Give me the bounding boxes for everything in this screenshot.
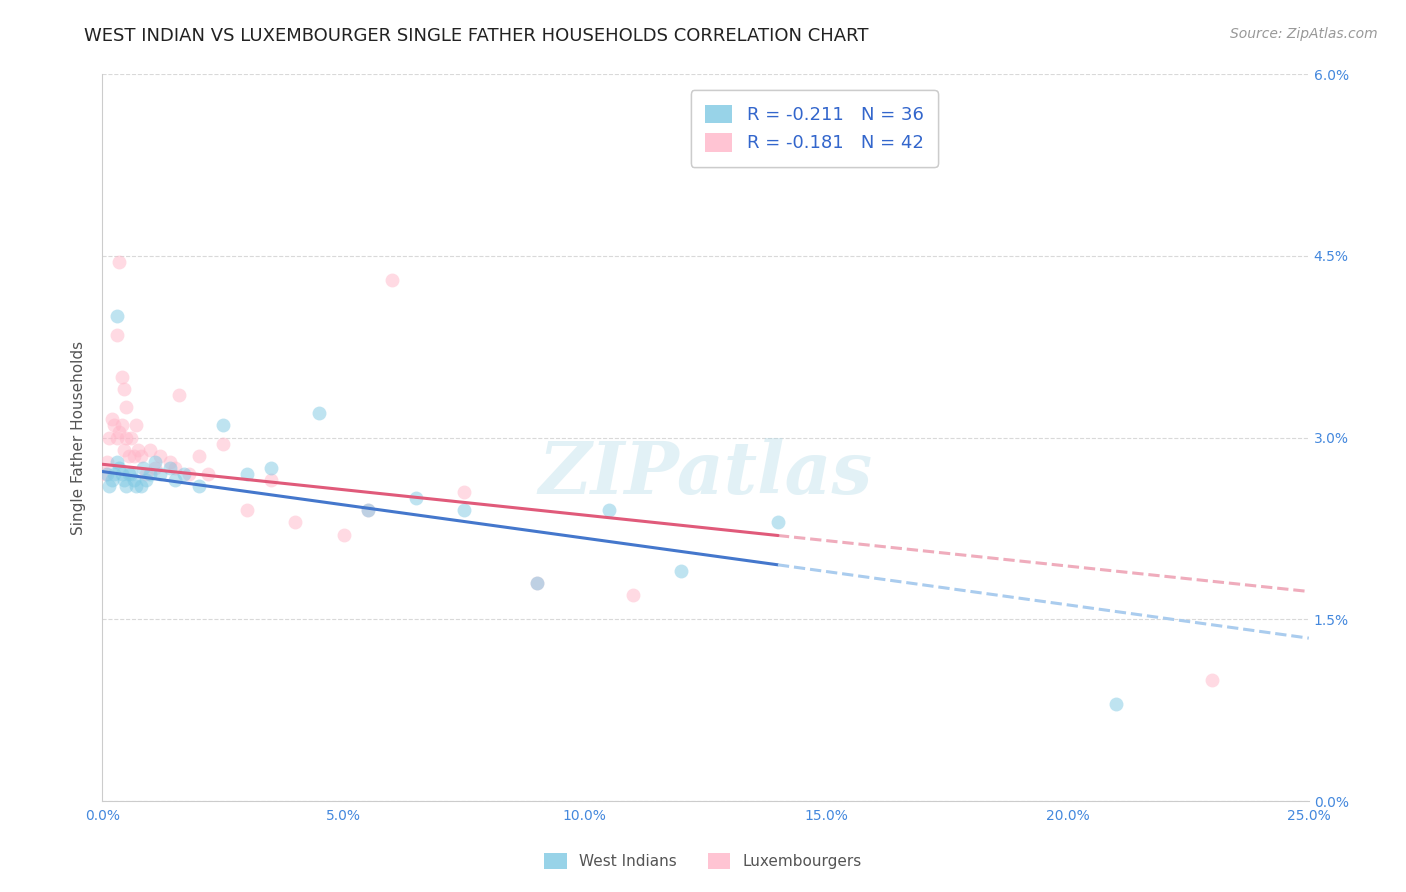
Point bbox=[260, 473, 283, 487]
Point bbox=[1105, 697, 1128, 711]
Point bbox=[105, 327, 128, 342]
Point bbox=[212, 418, 235, 433]
Point bbox=[129, 449, 152, 463]
Point bbox=[110, 418, 132, 433]
Point bbox=[115, 479, 138, 493]
Point bbox=[98, 479, 121, 493]
Point bbox=[122, 449, 145, 463]
Point bbox=[105, 455, 128, 469]
Point bbox=[1201, 673, 1223, 687]
Point bbox=[135, 467, 157, 481]
Point bbox=[101, 473, 124, 487]
Point bbox=[96, 455, 118, 469]
Point bbox=[115, 401, 138, 415]
Point bbox=[766, 516, 789, 530]
Point bbox=[159, 455, 181, 469]
Point bbox=[112, 442, 135, 457]
Legend: R = -0.211   N = 36, R = -0.181   N = 42: R = -0.211 N = 36, R = -0.181 N = 42 bbox=[690, 90, 938, 167]
Point bbox=[120, 431, 142, 445]
Point bbox=[149, 467, 172, 481]
Y-axis label: Single Father Households: Single Father Households bbox=[72, 341, 86, 534]
Point bbox=[187, 479, 209, 493]
Point bbox=[125, 479, 148, 493]
Point bbox=[356, 503, 378, 517]
Point bbox=[139, 442, 162, 457]
Point bbox=[671, 564, 693, 578]
Point bbox=[120, 467, 142, 481]
Point bbox=[108, 461, 131, 475]
Point bbox=[163, 461, 186, 475]
Point bbox=[169, 388, 191, 402]
Point bbox=[105, 310, 128, 324]
Point bbox=[105, 431, 128, 445]
Point bbox=[112, 473, 135, 487]
Point bbox=[118, 467, 141, 481]
Point bbox=[108, 425, 131, 439]
Point bbox=[284, 516, 307, 530]
Point bbox=[405, 491, 427, 505]
Point bbox=[173, 467, 195, 481]
Point bbox=[125, 418, 148, 433]
Point bbox=[197, 467, 219, 481]
Point bbox=[236, 467, 259, 481]
Point bbox=[526, 576, 548, 591]
Point bbox=[177, 467, 200, 481]
Point bbox=[356, 503, 378, 517]
Point bbox=[93, 467, 115, 481]
Point bbox=[381, 273, 404, 287]
Point bbox=[98, 431, 121, 445]
Point bbox=[143, 455, 166, 469]
Point bbox=[127, 442, 149, 457]
Legend: West Indians, Luxembourgers: West Indians, Luxembourgers bbox=[538, 847, 868, 875]
Point bbox=[159, 461, 181, 475]
Point bbox=[236, 503, 259, 517]
Point bbox=[453, 503, 475, 517]
Point bbox=[526, 576, 548, 591]
Point bbox=[112, 382, 135, 396]
Point bbox=[96, 467, 118, 481]
Point bbox=[110, 370, 132, 384]
Point bbox=[212, 436, 235, 450]
Point bbox=[143, 461, 166, 475]
Point bbox=[110, 467, 132, 481]
Point bbox=[260, 461, 283, 475]
Point bbox=[332, 527, 354, 541]
Point bbox=[115, 431, 138, 445]
Point bbox=[118, 449, 141, 463]
Text: ZIPatlas: ZIPatlas bbox=[538, 439, 873, 509]
Point bbox=[122, 473, 145, 487]
Text: Source: ZipAtlas.com: Source: ZipAtlas.com bbox=[1230, 27, 1378, 41]
Point bbox=[129, 479, 152, 493]
Point bbox=[149, 449, 172, 463]
Point bbox=[187, 449, 209, 463]
Point bbox=[101, 412, 124, 426]
Point bbox=[108, 255, 131, 269]
Text: WEST INDIAN VS LUXEMBOURGER SINGLE FATHER HOUSEHOLDS CORRELATION CHART: WEST INDIAN VS LUXEMBOURGER SINGLE FATHE… bbox=[84, 27, 869, 45]
Point bbox=[308, 406, 330, 420]
Point bbox=[135, 473, 157, 487]
Point bbox=[621, 588, 644, 602]
Point bbox=[103, 467, 125, 481]
Point bbox=[598, 503, 620, 517]
Point bbox=[103, 418, 125, 433]
Point bbox=[132, 461, 155, 475]
Point bbox=[453, 485, 475, 500]
Point bbox=[163, 473, 186, 487]
Point bbox=[139, 467, 162, 481]
